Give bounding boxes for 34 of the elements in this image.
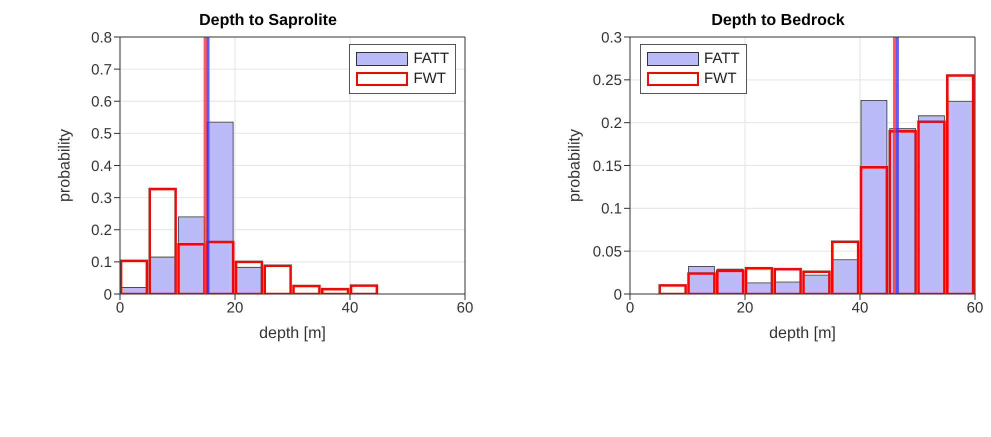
- x-tick-label: 60: [456, 300, 474, 317]
- y-tick-label: 0.15: [592, 158, 622, 175]
- x-axis-title: depth [m]: [769, 325, 836, 342]
- chart-title: Depth to Bedrock: [710, 12, 846, 30]
- y-tick-label: 0.1: [91, 254, 112, 272]
- legend-label: FATT: [413, 49, 449, 69]
- y-tick-label: 0.4: [91, 158, 112, 175]
- y-tick-label: 0.2: [91, 222, 112, 240]
- y-tick-label: 0: [614, 286, 622, 304]
- chart-title: Depth to Saprolite: [198, 12, 338, 30]
- y-tick-label: 0.1: [601, 200, 622, 218]
- y-axis-title: probability: [56, 129, 74, 202]
- y-tick-label: 0.2: [601, 114, 622, 132]
- y-tick-label: 0.5: [91, 126, 112, 143]
- x-tick-label: 20: [736, 300, 754, 317]
- legend-label: FATT: [704, 49, 740, 69]
- y-tick-label: 0.25: [592, 72, 622, 90]
- y-axis-title: probability: [566, 129, 584, 202]
- x-tick-label: 60: [966, 300, 984, 317]
- y-tick-label: 0: [104, 286, 112, 304]
- y-tick-label: 0.3: [601, 29, 622, 46]
- legend-label: FWT: [704, 69, 736, 89]
- y-tick-label: 0.6: [91, 94, 112, 111]
- y-tick-label: 0.7: [91, 61, 112, 78]
- x-tick-label: 40: [342, 300, 358, 317]
- x-axis-title: depth [m]: [259, 325, 326, 342]
- x-tick-label: 20: [226, 300, 244, 317]
- y-tick-label: 0.3: [91, 190, 112, 207]
- y-tick-label: 0.05: [592, 243, 622, 260]
- legend-label: FWT: [413, 69, 446, 89]
- x-tick-label: 0: [116, 300, 124, 317]
- x-tick-label: 40: [852, 300, 868, 317]
- y-tick-label: 0.8: [91, 29, 112, 46]
- x-tick-label: 0: [626, 300, 634, 317]
